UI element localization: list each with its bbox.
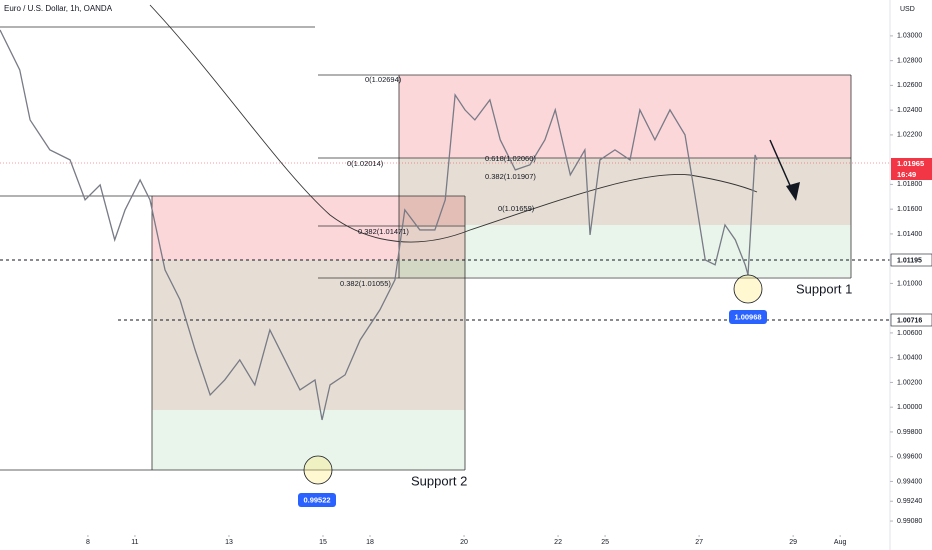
y-tick-label: 1.02800 [897, 57, 922, 64]
highlight-circle [303, 455, 333, 485]
x-tick-label: Aug [834, 539, 847, 546]
y-tick-label: 0.99400 [897, 478, 922, 485]
fib-label: 0(1.02014) [347, 159, 384, 168]
x-tick-label: 13 [225, 539, 233, 546]
support-zone [399, 225, 851, 277]
fib-label: 0.382(1.01907) [485, 172, 536, 181]
x-tick-label: 27 [695, 539, 703, 546]
y-tick-label: 1.00000 [897, 404, 922, 411]
fib-label: 0.382(1.01471) [358, 227, 409, 236]
support-label: Support 1 [796, 281, 852, 296]
range-zone [152, 260, 465, 410]
price-tag-label: 1.01195 [897, 257, 922, 264]
y-tick-label: 0.99080 [897, 518, 922, 525]
y-tick-label: 0.99600 [897, 454, 922, 461]
y-tick-label: 1.01400 [897, 231, 922, 238]
fib-label: 0.382(1.01055) [340, 279, 391, 288]
x-tick-label: 8 [86, 539, 90, 546]
x-tick-label: 25 [601, 539, 609, 546]
arrow-head [786, 182, 800, 201]
axes: 1.03000 1.02800 1.02600 1.02400 1.02200 1.018… [86, 33, 922, 546]
price-tag [891, 158, 932, 180]
moving-average [149, 4, 758, 243]
y-tick-label: 0.99240 [897, 498, 922, 505]
price-tag [890, 313, 932, 327]
plot [0, 29, 758, 421]
resistance-zone [399, 75, 851, 158]
y-tick-label: 1.00200 [897, 379, 922, 386]
arrow [769, 139, 793, 191]
y-tick-label: 1.01000 [897, 280, 922, 287]
price-badge [298, 493, 336, 507]
fib-label: 0(1.02694) [365, 75, 402, 84]
price-tag-label: 1.01965 [897, 159, 924, 168]
y-tick-label: 1.01800 [897, 181, 922, 188]
y-tick-label: 1.02400 [897, 107, 922, 114]
chart-title: Euro / U.S. Dollar, 1h, OANDA [4, 4, 113, 13]
range-zone [399, 158, 851, 225]
x-tick-label: 11 [131, 539, 138, 546]
x-tick-label: 22 [554, 539, 562, 546]
price-badge-label: 1.00968 [734, 312, 761, 321]
currency-label: USD [900, 6, 915, 13]
price-axis [890, 0, 932, 550]
fib-label: 0(1.01659) [498, 204, 535, 213]
y-tick-label: 1.02200 [897, 132, 922, 139]
price-line [0, 29, 758, 421]
y-tick-label: 1.01600 [897, 206, 922, 213]
levels [0, 26, 852, 471]
x-tick-label: 18 [366, 539, 374, 546]
y-tick-label: 1.00400 [897, 355, 922, 362]
price-tag [890, 253, 932, 267]
x-tick-label: 20 [460, 539, 468, 546]
y-tick-label: 1.02600 [897, 82, 922, 89]
y-tick-label: 0.99800 [897, 429, 922, 436]
support-label: Support 2 [411, 473, 467, 488]
price-badge [729, 310, 767, 324]
fib-label: 0.618(1.02060) [485, 154, 536, 163]
price-tag-label: 1.00716 [897, 317, 922, 324]
x-tick-label: 15 [319, 539, 327, 546]
resistance-zone [152, 196, 465, 260]
price-badge-label: 0.99522 [303, 495, 330, 504]
highlight-circle [733, 274, 763, 304]
y-tick-label: 1.03000 [897, 33, 922, 40]
zones [152, 75, 851, 470]
time-label: 16:49 [897, 170, 916, 179]
x-tick-label: 29 [789, 539, 797, 546]
y-tick-label: 1.00600 [897, 330, 922, 337]
